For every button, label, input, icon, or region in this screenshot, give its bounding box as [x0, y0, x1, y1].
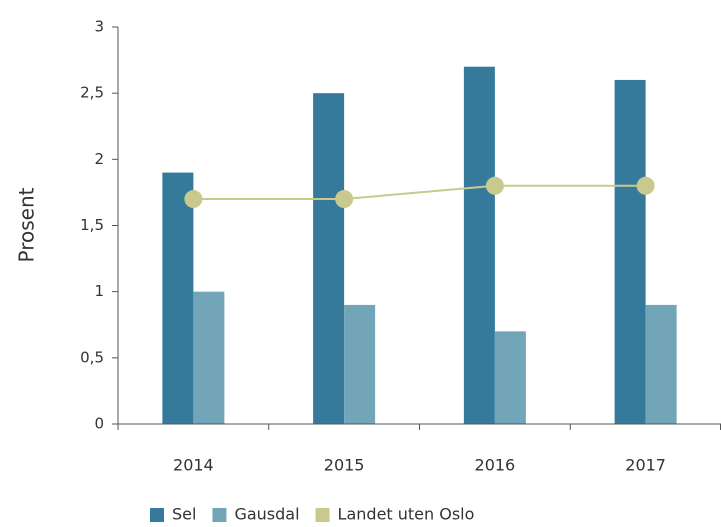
legend-swatch [315, 508, 330, 522]
bar [494, 331, 526, 424]
bar [344, 304, 376, 424]
x-tick-label: 2015 [324, 456, 365, 475]
line [193, 184, 646, 201]
y-tick-label: 1 [94, 282, 104, 300]
bar [193, 291, 225, 424]
legend-label: Sel [172, 505, 196, 524]
y-tick-label: 0 [94, 415, 104, 433]
y-axis-label: Prosent [15, 187, 39, 262]
legend-swatch [212, 508, 227, 522]
bar [313, 93, 345, 425]
x-tick-label: 2017 [625, 456, 666, 475]
line-marker [485, 176, 504, 195]
line-marker [335, 190, 354, 209]
legend-label: Landet uten Oslo [338, 505, 475, 524]
y-tick-label: 3 [94, 18, 104, 36]
legend-swatch [150, 508, 164, 522]
x-tick-label: 2016 [475, 456, 516, 475]
legend-label: Gausdal [234, 505, 299, 524]
bar [463, 66, 495, 424]
x-tick-label: 2014 [173, 456, 214, 475]
y-tick-label: 1,5 [80, 216, 104, 234]
line-marker [184, 190, 203, 209]
line-marker [636, 176, 655, 195]
y-tick-label: 2 [94, 150, 104, 168]
bar [614, 79, 646, 424]
y-tick-label: 0,5 [80, 348, 104, 366]
y-tick-label: 2,5 [80, 84, 104, 102]
bar [162, 172, 194, 424]
bar [645, 304, 677, 424]
